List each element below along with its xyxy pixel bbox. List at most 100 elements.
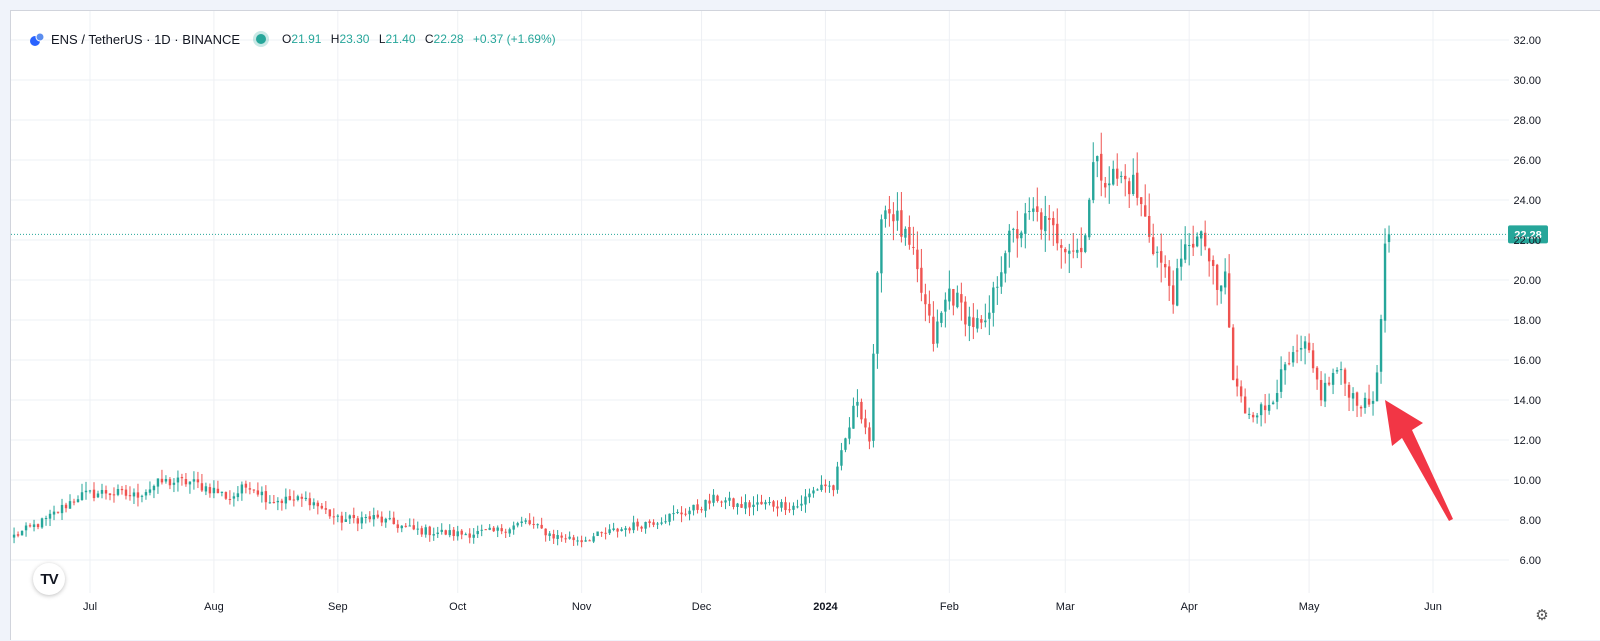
tradingview-logo-icon[interactable]: TV <box>33 563 65 595</box>
candle-body <box>1016 229 1019 239</box>
candle-body <box>1219 285 1223 292</box>
candle-body <box>292 499 296 501</box>
candle-body <box>1351 393 1355 399</box>
candle-body <box>948 288 951 302</box>
candle-body <box>92 489 96 499</box>
candle-body <box>620 529 623 532</box>
candle-body <box>1375 372 1379 402</box>
ohlc-values: O21.91 H23.30 L21.40 C22.28 +0.37 (+1.69… <box>282 32 562 46</box>
candle-body <box>1104 183 1107 188</box>
candle-body <box>188 481 192 485</box>
candle-body <box>688 510 691 515</box>
candle-body <box>940 312 943 323</box>
candle-body <box>1283 364 1287 371</box>
candle-body <box>1048 217 1051 220</box>
candle-body <box>888 209 891 214</box>
candle-body <box>1124 175 1127 180</box>
candle-body <box>56 511 60 513</box>
y-tick-label: 26.00 <box>1513 155 1541 167</box>
candle-body <box>1191 243 1195 248</box>
candle-body <box>924 294 927 305</box>
candle-body <box>624 528 627 530</box>
candle-body <box>632 522 635 531</box>
candle-body <box>248 488 252 490</box>
candle-body <box>152 485 156 491</box>
candle-body <box>472 534 475 538</box>
candle-body <box>500 528 503 532</box>
candle-body <box>876 272 879 354</box>
candle-body <box>416 528 419 530</box>
candle-body <box>616 528 619 532</box>
candle-body <box>304 497 308 500</box>
x-tick-label: 2024 <box>813 601 838 613</box>
candle-body <box>52 511 56 515</box>
candle-body <box>536 524 539 526</box>
candle-body <box>960 294 963 303</box>
candle-body <box>1036 206 1039 213</box>
candle-body <box>204 486 208 492</box>
x-tick-label: Jul <box>83 601 97 613</box>
candle-body <box>780 502 783 508</box>
candle-body <box>740 504 743 508</box>
candle-body <box>1092 162 1095 201</box>
candle-body <box>1239 386 1243 397</box>
candle-body <box>1175 268 1179 306</box>
candle-body <box>796 506 799 508</box>
candle-body <box>100 489 104 494</box>
candle-body <box>440 529 443 532</box>
candle-body <box>380 516 383 523</box>
symbol-title[interactable]: ENS / TetherUS · 1D · BINANCE <box>51 31 241 47</box>
candle-body <box>340 515 344 523</box>
candle-body <box>1040 212 1043 230</box>
candle-body <box>360 517 363 524</box>
annotations <box>1385 400 1453 521</box>
candle-body <box>1076 249 1079 253</box>
candle-body <box>420 528 423 535</box>
candle-body <box>1207 248 1211 262</box>
candle-body <box>64 504 68 509</box>
candlestick-chart[interactable]: 22.28 6.00 8.00 10.00 12.00 14.00 16.00 18.00 2… <box>11 11 1600 641</box>
y-tick-label: 24.00 <box>1513 195 1541 207</box>
candle-body <box>228 499 232 501</box>
x-tick-label: Mar <box>1056 601 1075 613</box>
candle-body <box>752 504 755 507</box>
candle-body <box>84 490 88 493</box>
candle-body <box>636 521 639 527</box>
candle-body <box>1028 210 1031 212</box>
candle-body <box>908 227 911 245</box>
candle-body <box>252 489 256 491</box>
x-tick-label: Nov <box>572 601 592 613</box>
candle-body <box>836 466 839 490</box>
candle-body <box>1120 175 1123 177</box>
y-tick-label: 18.00 <box>1513 315 1541 327</box>
candle-body <box>804 496 807 505</box>
candle-body <box>244 483 248 488</box>
candle-body <box>1343 369 1347 384</box>
x-tick-label: Apr <box>1181 601 1198 613</box>
y-tick-label: 22.00 <box>1513 235 1541 247</box>
market-status-icon[interactable] <box>256 34 267 44</box>
candle-body <box>764 502 767 505</box>
candle-body <box>696 504 699 510</box>
candle-body <box>748 502 751 508</box>
candle-body <box>1315 367 1319 380</box>
candle-body <box>840 450 843 466</box>
candle-body <box>328 509 332 517</box>
candle-body <box>488 527 491 530</box>
candle-body <box>504 531 507 533</box>
candle-body <box>660 522 663 524</box>
candle-body <box>576 540 579 542</box>
candle-body <box>656 523 659 525</box>
candle-body <box>580 540 583 543</box>
candle-body <box>556 535 559 539</box>
candles <box>12 132 1391 548</box>
candle-body <box>1203 232 1207 247</box>
candle-body <box>724 500 727 503</box>
open-value: 21.91 <box>291 32 322 46</box>
gear-icon[interactable]: ⚙ <box>1535 607 1549 624</box>
candle-body <box>956 292 959 308</box>
candle-body <box>904 228 907 238</box>
open-label: O <box>282 32 292 46</box>
candle-body <box>332 516 336 518</box>
chart-panel[interactable]: 22.28 6.00 8.00 10.00 12.00 14.00 16.00 18.00 2… <box>10 10 1600 640</box>
